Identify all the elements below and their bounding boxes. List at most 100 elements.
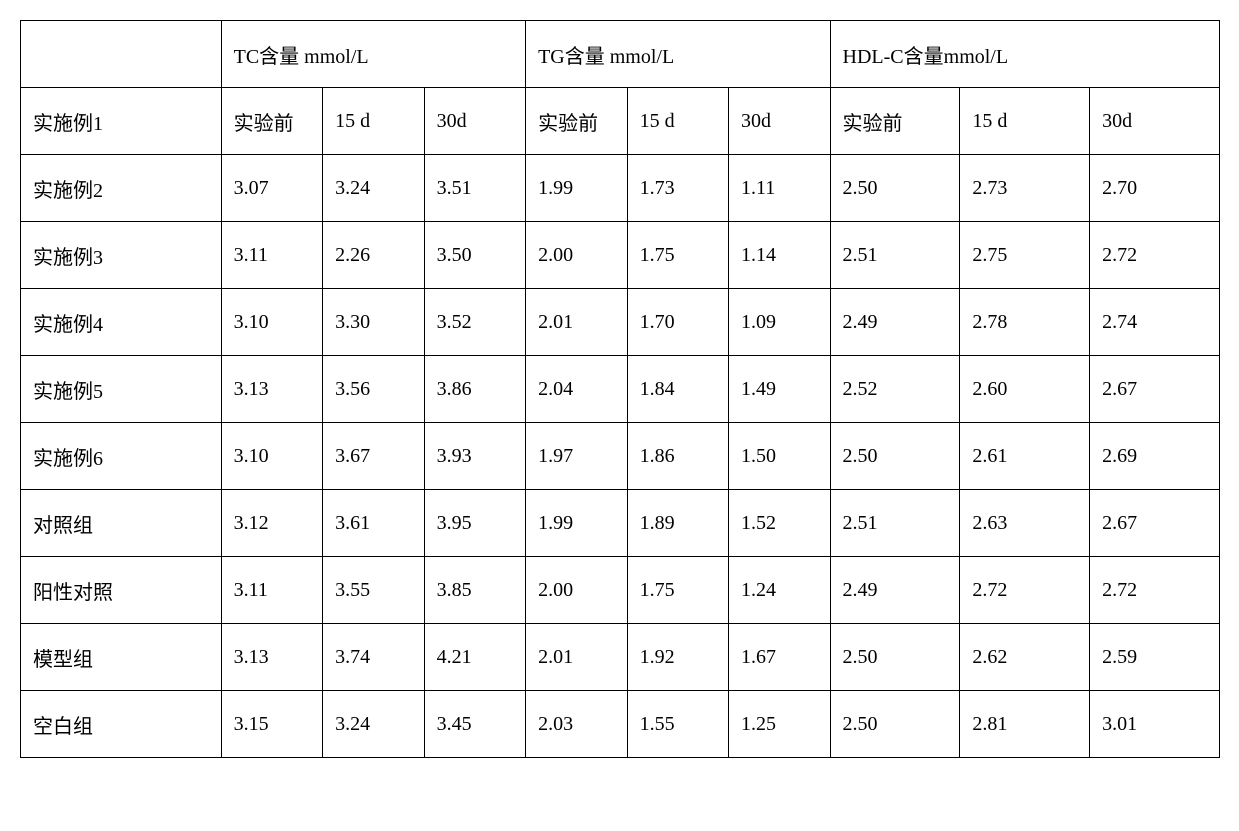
cell: 1.50 xyxy=(729,423,830,490)
subheader-cell: 实验前 xyxy=(221,88,322,155)
table-row: 模型组 3.13 3.74 4.21 2.01 1.92 1.67 2.50 2… xyxy=(21,624,1220,691)
row-label: 对照组 xyxy=(21,490,222,557)
cell: 1.14 xyxy=(729,222,830,289)
cell: 3.67 xyxy=(323,423,424,490)
subheader-cell: 15 d xyxy=(627,88,728,155)
cell: 3.51 xyxy=(424,155,526,222)
cell: 1.99 xyxy=(526,155,627,222)
row-label: 模型组 xyxy=(21,624,222,691)
cell: 2.51 xyxy=(830,222,960,289)
subheader-cell: 30d xyxy=(729,88,830,155)
cell: 3.01 xyxy=(1090,691,1220,758)
cell: 2.69 xyxy=(1090,423,1220,490)
data-table: TC含量 mmol/L TG含量 mmol/L HDL-C含量mmol/L 实施… xyxy=(20,20,1220,758)
cell: 3.45 xyxy=(424,691,526,758)
cell: 2.52 xyxy=(830,356,960,423)
cell: 2.59 xyxy=(1090,624,1220,691)
cell: 3.74 xyxy=(323,624,424,691)
subheader-cell: 实验前 xyxy=(830,88,960,155)
cell: 2.49 xyxy=(830,289,960,356)
cell: 1.70 xyxy=(627,289,728,356)
cell: 2.03 xyxy=(526,691,627,758)
table-row: 对照组 3.12 3.61 3.95 1.99 1.89 1.52 2.51 2… xyxy=(21,490,1220,557)
cell: 2.50 xyxy=(830,155,960,222)
subheader-cell: 实验前 xyxy=(526,88,627,155)
cell: 3.55 xyxy=(323,557,424,624)
subheader-cell: 15 d xyxy=(960,88,1090,155)
cell: 3.85 xyxy=(424,557,526,624)
cell: 3.95 xyxy=(424,490,526,557)
cell: 2.67 xyxy=(1090,356,1220,423)
cell: 2.78 xyxy=(960,289,1090,356)
table-row: 实施例5 3.13 3.56 3.86 2.04 1.84 1.49 2.52 … xyxy=(21,356,1220,423)
cell: 1.09 xyxy=(729,289,830,356)
cell: 3.61 xyxy=(323,490,424,557)
cell: 3.24 xyxy=(323,155,424,222)
cell: 3.30 xyxy=(323,289,424,356)
cell: 2.01 xyxy=(526,624,627,691)
subheader-cell: 30d xyxy=(1090,88,1220,155)
row-label: 阳性对照 xyxy=(21,557,222,624)
cell: 2.50 xyxy=(830,624,960,691)
row-label: 实施例6 xyxy=(21,423,222,490)
cell: 1.97 xyxy=(526,423,627,490)
cell: 2.51 xyxy=(830,490,960,557)
cell: 2.00 xyxy=(526,557,627,624)
table-row: 实施例4 3.10 3.30 3.52 2.01 1.70 1.09 2.49 … xyxy=(21,289,1220,356)
cell: 2.81 xyxy=(960,691,1090,758)
header-blank xyxy=(21,21,222,88)
cell: 2.50 xyxy=(830,691,960,758)
row-label: 空白组 xyxy=(21,691,222,758)
cell: 1.67 xyxy=(729,624,830,691)
row-label: 实施例4 xyxy=(21,289,222,356)
cell: 3.12 xyxy=(221,490,322,557)
cell: 1.24 xyxy=(729,557,830,624)
cell: 2.60 xyxy=(960,356,1090,423)
cell: 1.86 xyxy=(627,423,728,490)
cell: 2.61 xyxy=(960,423,1090,490)
table-row: 实施例6 3.10 3.67 3.93 1.97 1.86 1.50 2.50 … xyxy=(21,423,1220,490)
table-row: 实施例2 3.07 3.24 3.51 1.99 1.73 1.11 2.50 … xyxy=(21,155,1220,222)
cell: 1.92 xyxy=(627,624,728,691)
cell: 3.86 xyxy=(424,356,526,423)
cell: 2.50 xyxy=(830,423,960,490)
row-label: 实施例3 xyxy=(21,222,222,289)
cell: 1.52 xyxy=(729,490,830,557)
cell: 3.13 xyxy=(221,356,322,423)
cell: 1.99 xyxy=(526,490,627,557)
cell: 1.73 xyxy=(627,155,728,222)
cell: 1.49 xyxy=(729,356,830,423)
cell: 2.72 xyxy=(960,557,1090,624)
cell: 2.70 xyxy=(1090,155,1220,222)
header-group-row: TC含量 mmol/L TG含量 mmol/L HDL-C含量mmol/L xyxy=(21,21,1220,88)
cell: 3.10 xyxy=(221,289,322,356)
cell: 3.56 xyxy=(323,356,424,423)
subheader-cell: 30d xyxy=(424,88,526,155)
cell: 2.73 xyxy=(960,155,1090,222)
cell: 2.01 xyxy=(526,289,627,356)
cell: 4.21 xyxy=(424,624,526,691)
cell: 1.25 xyxy=(729,691,830,758)
cell: 3.13 xyxy=(221,624,322,691)
table-row: 阳性对照 3.11 3.55 3.85 2.00 1.75 1.24 2.49 … xyxy=(21,557,1220,624)
cell: 2.49 xyxy=(830,557,960,624)
cell: 2.72 xyxy=(1090,557,1220,624)
cell: 2.04 xyxy=(526,356,627,423)
cell: 3.93 xyxy=(424,423,526,490)
cell: 2.26 xyxy=(323,222,424,289)
table-row: 实施例3 3.11 2.26 3.50 2.00 1.75 1.14 2.51 … xyxy=(21,222,1220,289)
cell: 3.11 xyxy=(221,222,322,289)
header-tg: TG含量 mmol/L xyxy=(526,21,830,88)
table-row: 空白组 3.15 3.24 3.45 2.03 1.55 1.25 2.50 2… xyxy=(21,691,1220,758)
cell: 1.55 xyxy=(627,691,728,758)
cell: 1.75 xyxy=(627,557,728,624)
cell: 2.74 xyxy=(1090,289,1220,356)
cell: 1.75 xyxy=(627,222,728,289)
header-hdlc: HDL-C含量mmol/L xyxy=(830,21,1219,88)
row-label: 实施例5 xyxy=(21,356,222,423)
cell: 2.62 xyxy=(960,624,1090,691)
cell: 3.10 xyxy=(221,423,322,490)
cell: 3.24 xyxy=(323,691,424,758)
cell: 2.67 xyxy=(1090,490,1220,557)
header-tc: TC含量 mmol/L xyxy=(221,21,525,88)
